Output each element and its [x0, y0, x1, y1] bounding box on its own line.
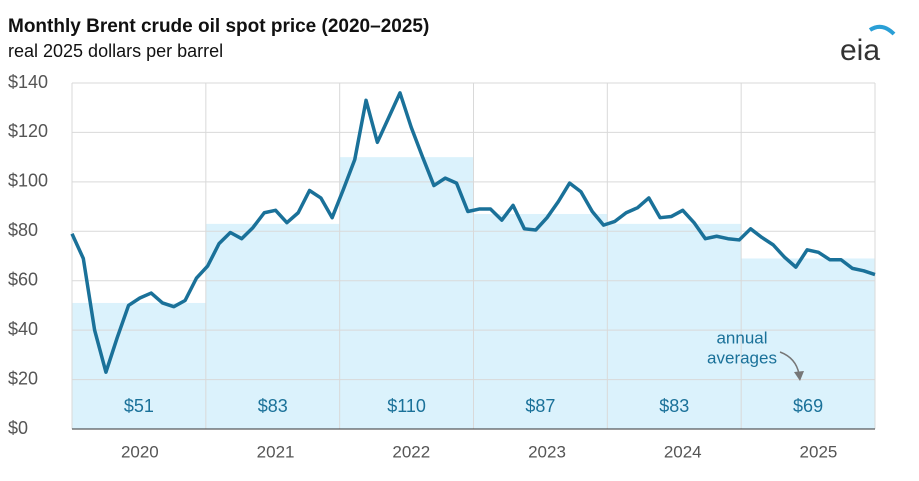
annotation: annual	[716, 328, 767, 347]
x-tick-label: 2022	[392, 442, 430, 461]
y-tick-label: $40	[8, 319, 38, 339]
average-bar	[339, 157, 474, 429]
annotation: averages	[707, 348, 777, 367]
y-tick-label: $60	[8, 269, 38, 289]
average-label: $69	[793, 396, 823, 416]
y-tick-label: $0	[8, 418, 28, 438]
average-label: $51	[124, 396, 154, 416]
chart-title: Monthly Brent crude oil spot price (2020…	[8, 16, 429, 37]
average-label: $87	[525, 396, 555, 416]
x-tick-label: 2023	[528, 442, 566, 461]
y-tick-label: $20	[8, 368, 38, 388]
annotation-arrow	[779, 351, 800, 375]
y-tick-label: $120	[8, 121, 48, 141]
average-label: $83	[659, 396, 689, 416]
average-bar	[741, 258, 875, 429]
average-bar	[205, 223, 340, 429]
average-bar	[473, 213, 608, 429]
annotation-arrowhead	[794, 371, 804, 381]
x-tick-label: 2020	[121, 442, 159, 461]
x-tick-label: 2024	[664, 442, 702, 461]
average-label: $110	[387, 396, 426, 416]
average-label: $83	[258, 396, 288, 416]
x-tick-label: 2025	[800, 442, 838, 461]
y-tick-label: $80	[8, 220, 38, 240]
logo: eia	[840, 34, 880, 67]
y-tick-label: $100	[8, 171, 48, 191]
x-tick-label: 2021	[257, 442, 295, 461]
plot-area: $51 $83 $110 $87 $83 $69 $0 $20 $40 $60 $80 $100 $12…	[8, 72, 876, 461]
price-line	[70, 91, 876, 374]
logo-swoosh	[868, 24, 896, 36]
average-bar	[607, 223, 742, 429]
chart-subtitle: real 2025 dollars per barrel	[8, 41, 223, 61]
y-tick-label: $140	[8, 72, 48, 92]
